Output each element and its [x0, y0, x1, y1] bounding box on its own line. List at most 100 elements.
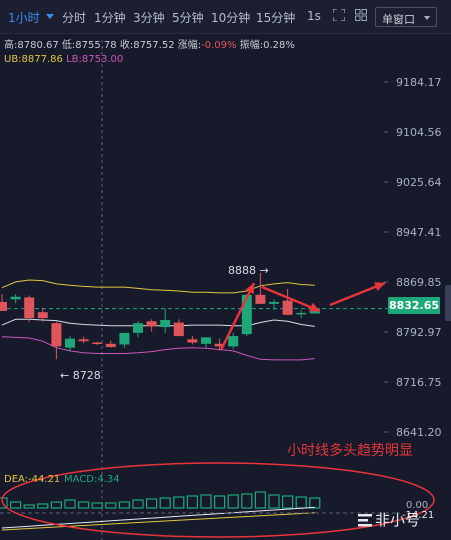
low-value: 低:8755.78 [61, 40, 117, 51]
side-panel-handle[interactable] [445, 285, 451, 321]
price-tick: 8641.20 [396, 426, 442, 439]
candle-body [119, 332, 130, 345]
macd-bar [186, 495, 198, 509]
period-dropdown-icon[interactable] [46, 14, 54, 19]
macd-bar [200, 494, 212, 509]
dif-line [1, 506, 315, 529]
candle-body [214, 343, 225, 347]
price-tick: 8869.85 [396, 276, 442, 289]
band-info: UB:8877.86 LB:8753.00 [4, 54, 123, 65]
trend-arrow-down-head [309, 302, 320, 312]
candle-body [105, 343, 116, 348]
candle-body [37, 312, 48, 319]
candle-body [0, 301, 7, 311]
candle-body [10, 296, 21, 300]
macd-bar [91, 502, 103, 509]
price-tick: 9104.56 [396, 126, 442, 139]
current-price-tag: 8832.65 [388, 297, 440, 314]
dea-value: DEA:-44.21 [4, 474, 61, 485]
price-tick: 8792.97 [396, 326, 442, 339]
macd-bar [146, 498, 158, 509]
amplitude-value: 振幅:0.28% [239, 40, 295, 51]
macd-value: MACD:4.34 [64, 474, 120, 485]
macd-bar [282, 495, 294, 509]
candle-body [65, 338, 75, 348]
tab-1min[interactable]: 1分钟 [94, 11, 126, 25]
lower-band-line [1, 336, 315, 361]
tab-10min[interactable]: 10分钟 [211, 11, 251, 25]
candle-body [296, 312, 307, 315]
macd-bar [37, 503, 49, 509]
tab-1s[interactable]: 1s [307, 9, 321, 23]
macd-bar [132, 499, 144, 509]
dea-line [1, 512, 315, 531]
tab-5min[interactable]: 5分钟 [172, 11, 204, 25]
macd-bar [295, 496, 307, 509]
price-tick: 8947.41 [396, 226, 442, 239]
macd-bar [105, 502, 117, 509]
candle-body [269, 301, 279, 304]
candle-body [133, 323, 143, 333]
macd-bar [10, 501, 22, 509]
price-tick: 9025.64 [396, 176, 442, 189]
macd-bar [268, 494, 280, 509]
trend-arrow-right-head [374, 282, 385, 292]
trend-arrow-down [261, 285, 321, 313]
macd-axis-bottom: -14.21 [402, 510, 435, 521]
candle-body [78, 339, 89, 342]
macd-bar [309, 497, 321, 509]
macd-bar [159, 497, 171, 509]
candle-body [146, 321, 157, 327]
close-value: 收:8757.52 [119, 40, 175, 51]
price-tick: 8716.75 [396, 376, 442, 389]
macd-bar [77, 501, 90, 509]
price-tick: 9184.17 [396, 76, 442, 89]
macd-bar [50, 501, 63, 509]
low-annotation: ← 8728 [60, 369, 101, 382]
watermark: 非小号 [375, 511, 421, 529]
macd-bar [227, 494, 239, 509]
candle-body [187, 339, 198, 343]
high-annotation: 8888 → [228, 264, 269, 277]
chevron-down-icon [424, 16, 430, 20]
candle-body [255, 294, 266, 304]
tab-timeshare[interactable]: 分时 [62, 11, 87, 25]
highlight-ellipse [1, 462, 435, 538]
feixiaohao-logo-icon [358, 514, 372, 527]
macd-bar [23, 504, 35, 509]
candle-body [173, 322, 184, 337]
candle-body [92, 342, 103, 345]
candle-body [24, 297, 35, 319]
macd-bar [173, 496, 185, 509]
high-value: 高:8780.67 [4, 40, 59, 51]
macd-bar [214, 495, 226, 509]
low-mark-value: 8728 [72, 369, 101, 382]
trend-caption: 小时线多头趋势明显 [287, 443, 413, 459]
tab-3min[interactable]: 3分钟 [133, 11, 165, 25]
candle-body [241, 294, 252, 335]
high-mark-value: 8888 [228, 264, 256, 277]
trend-arrow-up-head [245, 283, 254, 294]
window-mode-select[interactable]: 单窗口 [375, 7, 437, 27]
ohlc-info: 高:8780.67 低:8755.78 收:8757.52 涨幅:-0.09% … [4, 36, 295, 51]
middle-band-line [1, 318, 315, 327]
candle-body [201, 337, 211, 344]
lb-value: LB:8753.00 [66, 54, 124, 65]
macd-bar [254, 491, 266, 509]
trend-arrow-up [219, 282, 256, 351]
window-mode-label: 单窗口 [382, 13, 415, 26]
period-selected[interactable]: 1小时 [8, 11, 40, 25]
candle-body [282, 300, 293, 315]
macd-axis-top: 0.00 [406, 500, 429, 511]
upper-band-line [1, 279, 315, 294]
macd-bar [64, 499, 76, 509]
candle-body [160, 319, 171, 328]
tab-15min[interactable]: 15分钟 [256, 11, 296, 25]
change-label: 涨幅: [177, 40, 202, 51]
candle-body [228, 336, 239, 347]
change-value: -0.09% [201, 40, 237, 51]
candle-body [51, 323, 62, 347]
macd-bar [241, 493, 253, 509]
grid-icon[interactable] [355, 9, 367, 24]
